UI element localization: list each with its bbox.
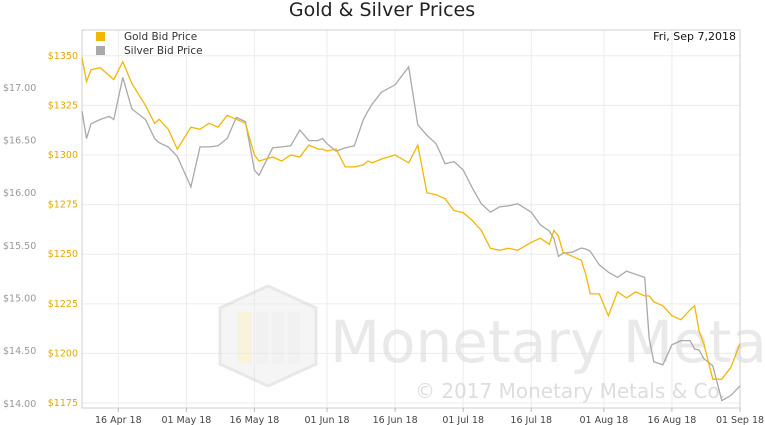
y-right-tick-label: $16.00 bbox=[3, 188, 36, 199]
gold-series-line bbox=[81, 57, 741, 380]
y-left-tick-label: $1175 bbox=[48, 398, 78, 409]
y-right-tick-label: $15.00 bbox=[3, 293, 36, 304]
x-tick-label: 01 Jul 18 bbox=[442, 415, 484, 425]
watermark-logo-icon bbox=[218, 284, 318, 388]
watermark: Monetary Metals © 2017 Monetary Metals &… bbox=[218, 284, 765, 403]
y-right-tick-label: $14.00 bbox=[3, 399, 36, 410]
x-tick-label: 16 Aug 18 bbox=[648, 415, 697, 425]
x-tick-label: 01 Sep 18 bbox=[716, 415, 764, 425]
y-axis-left: $1350 $1325 $1300 $1275 $1250 $1225 $1200 $1175 bbox=[48, 51, 78, 409]
x-tick-label: 16 Apr 18 bbox=[95, 415, 142, 425]
y-left-tick-label: $1350 bbox=[48, 51, 78, 62]
y-left-tick-label: $1275 bbox=[48, 200, 78, 211]
silver-series-line bbox=[81, 65, 741, 402]
x-tick-label: 01 Jun 18 bbox=[305, 415, 350, 425]
x-tick-label: 01 May 18 bbox=[161, 415, 211, 425]
y-axis-right: $17.00 $16.50 $16.00 $15.50 $15.00 $14.50 $14.… bbox=[3, 83, 36, 410]
plot-frame bbox=[81, 29, 741, 409]
chart-title: Gold & Silver Prices bbox=[289, 0, 475, 21]
copyright-text: © 2017 Monetary Metals & Co. bbox=[415, 379, 726, 403]
x-tick-label: 01 Aug 18 bbox=[579, 415, 628, 425]
y-right-tick-label: $15.50 bbox=[3, 241, 36, 252]
legend-swatch-gold bbox=[96, 32, 105, 41]
y-left-tick-label: $1250 bbox=[48, 249, 78, 260]
legend: Gold Bid Price Silver Bid Price bbox=[96, 31, 203, 57]
watermark-text: Monetary Metals bbox=[330, 308, 765, 376]
x-axis: 16 Apr 18 01 May 18 16 May 18 01 Jun 18 16 J… bbox=[95, 408, 764, 425]
date-label: Fri, Sep 7,2018 bbox=[653, 30, 736, 43]
y-left-tick-label: $1325 bbox=[48, 100, 78, 111]
y-right-tick-label: $16.50 bbox=[3, 136, 36, 147]
y-left-tick-label: $1300 bbox=[48, 150, 78, 161]
legend-swatch-silver bbox=[96, 46, 105, 55]
y-left-tick-label: $1225 bbox=[48, 299, 78, 310]
y-right-tick-label: $17.00 bbox=[3, 83, 36, 94]
grid bbox=[82, 30, 741, 408]
x-tick-label: 16 Jun 18 bbox=[373, 415, 418, 425]
x-tick-label: 16 Jul 18 bbox=[510, 415, 552, 425]
x-tick-label: 16 May 18 bbox=[230, 415, 280, 425]
legend-label-silver: Silver Bid Price bbox=[124, 45, 203, 57]
y-right-tick-label: $14.50 bbox=[3, 346, 36, 357]
y-left-tick-label: $1200 bbox=[48, 348, 78, 359]
legend-label-gold: Gold Bid Price bbox=[124, 31, 197, 43]
